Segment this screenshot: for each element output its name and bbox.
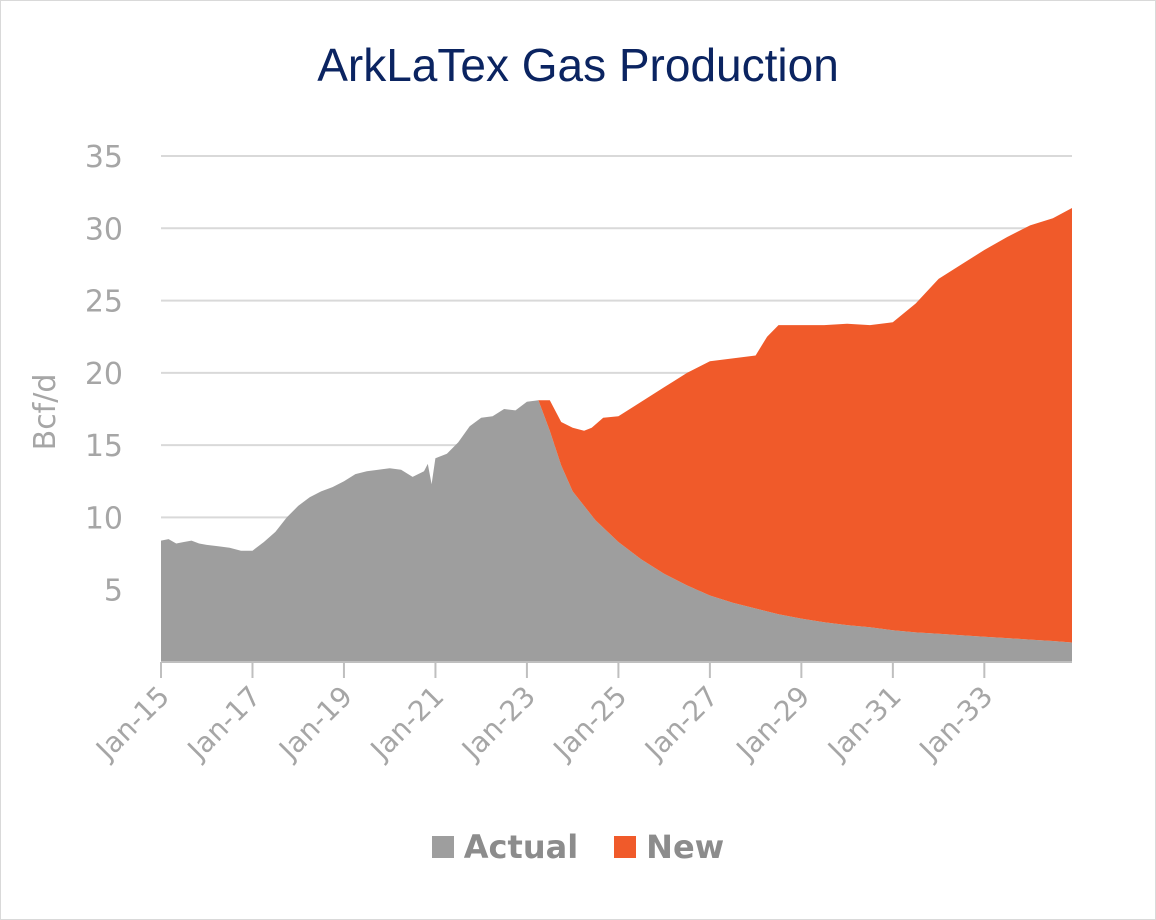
y-tick-label: 30 [85,212,123,247]
x-tick-label: Jan-25 [546,680,634,768]
axes [160,661,1072,678]
legend-item-actual: Actual [431,828,579,866]
series-area-actual [161,400,1072,662]
y-tick-label: 10 [85,501,123,536]
x-tick-label: Jan-31 [820,680,908,768]
legend-item-new: New [614,828,724,866]
x-tick-label: Jan-15 [88,680,176,768]
legend-swatch-new [614,836,637,858]
x-tick-label: Jan-17 [180,680,268,768]
y-tick-label: 15 [85,429,123,464]
series-area-new [538,208,1072,643]
y-tick-labels: 5 10 15 20 25 30 35 [85,140,123,609]
x-tick-label: Jan-21 [363,680,451,768]
chart-title: ArkLaTex Gas Production [317,39,839,91]
y-axis-label: Bcf/d [28,374,63,451]
y-tick-label: 35 [85,140,123,175]
legend-label-actual: Actual [463,828,579,866]
x-tick-label: Jan-29 [729,680,817,768]
legend-label-new: New [646,828,725,866]
legend-swatch-actual [431,836,454,858]
y-tick-label: 5 [104,574,123,609]
x-tick-label: Jan-27 [637,680,725,768]
legend: Actual New [0,828,1156,866]
x-tick-label: Jan-33 [912,680,1000,768]
x-tick-label: Jan-23 [454,680,542,768]
series-areas [161,208,1072,662]
y-tick-label: 25 [85,285,123,320]
x-tick-labels: Jan-15 Jan-17 Jan-19 Jan-21 Jan-23 Jan-25 Jan-… [88,680,999,768]
x-tick-label: Jan-19 [271,680,359,768]
y-tick-label: 20 [85,357,123,392]
